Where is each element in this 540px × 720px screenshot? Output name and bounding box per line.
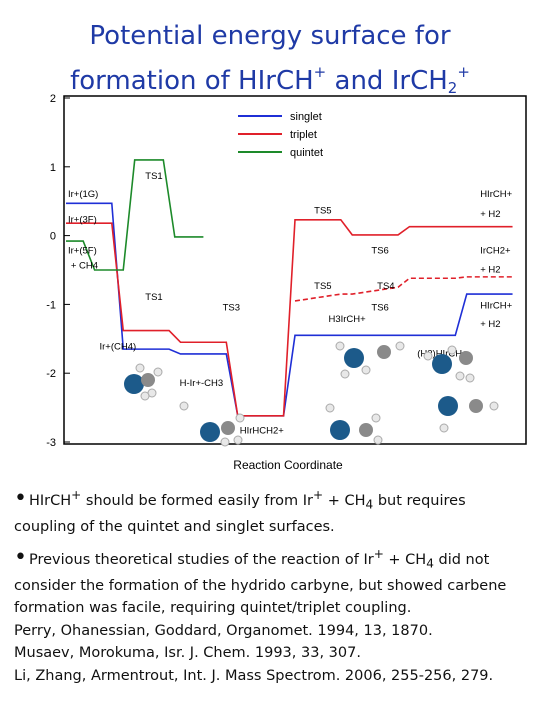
- chart-annotation: HIrCH+: [480, 189, 512, 200]
- chart-annotation: H3IrCH+: [328, 314, 366, 325]
- chart-annotation: + CH4: [71, 260, 98, 271]
- series-line-singlet: [66, 202, 513, 417]
- chart-legend: singlet triplet quintet: [238, 111, 323, 159]
- chart-annotation: H-Ir+-CH3: [180, 378, 224, 389]
- title-line-2: formation of HIrCH+ and IrCH2+: [70, 63, 470, 97]
- y-tick-label: 0: [50, 231, 56, 243]
- chart-annotation: TS5: [314, 205, 331, 216]
- chart-annotation: Ir+(3F): [68, 214, 97, 225]
- chart-annotation: Ir+(CH4): [99, 342, 136, 353]
- molecule-ir-ch4: [124, 363, 163, 401]
- y-tick-label: 1: [50, 162, 56, 174]
- bullet-1: • HIrCH+ should be formed easily from Ir+…: [14, 485, 466, 536]
- molecule-h2hirch: [423, 345, 475, 383]
- series-line-quintet: [66, 159, 204, 271]
- chart-annotation: TS6: [371, 245, 388, 256]
- molecule-hirch: [438, 396, 499, 433]
- y-tick-label: -3: [46, 437, 56, 449]
- series-dashed-triplet: [294, 276, 513, 302]
- legend-label-triplet: triplet: [290, 129, 317, 141]
- chart-annotation: TS1: [145, 292, 162, 303]
- bullet-dot: •: [14, 485, 27, 511]
- chart-annotation: Ir+(5F): [68, 245, 97, 256]
- molecule-h3irch: [335, 341, 405, 379]
- legend-label-singlet: singlet: [290, 111, 322, 123]
- molecule-hirhch2: [325, 403, 383, 445]
- y-tick-label: -1: [46, 299, 56, 311]
- chart-annotation: + H2: [480, 265, 500, 276]
- chart-annotation: HIrHCH2+: [240, 426, 285, 437]
- reference-3: Li, Zhang, Armentrout, Int. J. Mass Spec…: [14, 667, 494, 684]
- reference-2: Musaev, Morokuma, Isr. J. Chem. 1993, 33…: [14, 645, 361, 662]
- bullet-dot: •: [14, 544, 27, 570]
- chart-annotation: TS5: [314, 281, 331, 292]
- chart-annotation: + H2: [480, 209, 500, 220]
- series-layer: [66, 159, 513, 417]
- x-axis-label: Reaction Coordinate: [233, 458, 343, 472]
- chart-annotation: TS1: [145, 171, 162, 182]
- y-tick-label: 2: [50, 93, 56, 105]
- page-title: Potential energy surface for formation o…: [0, 18, 540, 106]
- chart-annotation: TS4: [377, 281, 394, 292]
- bullet-list: • HIrCH+ should be formed easily from Ir+…: [14, 484, 526, 691]
- chart-annotation: HIrCH+: [480, 300, 512, 311]
- y-axis: 2 1 0 -1 -2 -3: [46, 93, 70, 449]
- energy-surface-chart: 2 1 0 -1 -2 -3 TS1 TS1 TS3 TS5 TS5 TS6 TS4 TS6 Ir+(1G…: [46, 93, 527, 472]
- bullet-2: • Previous theoretical studies of the rea…: [14, 543, 526, 688]
- chart-annotation: Ir+(1G): [68, 189, 98, 200]
- molecule-structures: [124, 341, 499, 447]
- chart-annotation: IrCH2+: [480, 245, 511, 256]
- legend-label-quintet: quintet: [290, 147, 323, 159]
- reference-1: Perry, Ohanessian, Goddard, Organomet. 1…: [14, 622, 433, 639]
- chart-annotation: TS6: [371, 302, 388, 313]
- y-tick-label: -2: [46, 368, 56, 380]
- title-line-1: Potential energy surface for: [89, 21, 451, 51]
- chart-annotation: TS3: [223, 302, 240, 313]
- molecule-h-ir-ch3: [179, 401, 245, 447]
- series-line-triplet: [66, 218, 513, 417]
- chart-annotation: + H2: [480, 319, 500, 330]
